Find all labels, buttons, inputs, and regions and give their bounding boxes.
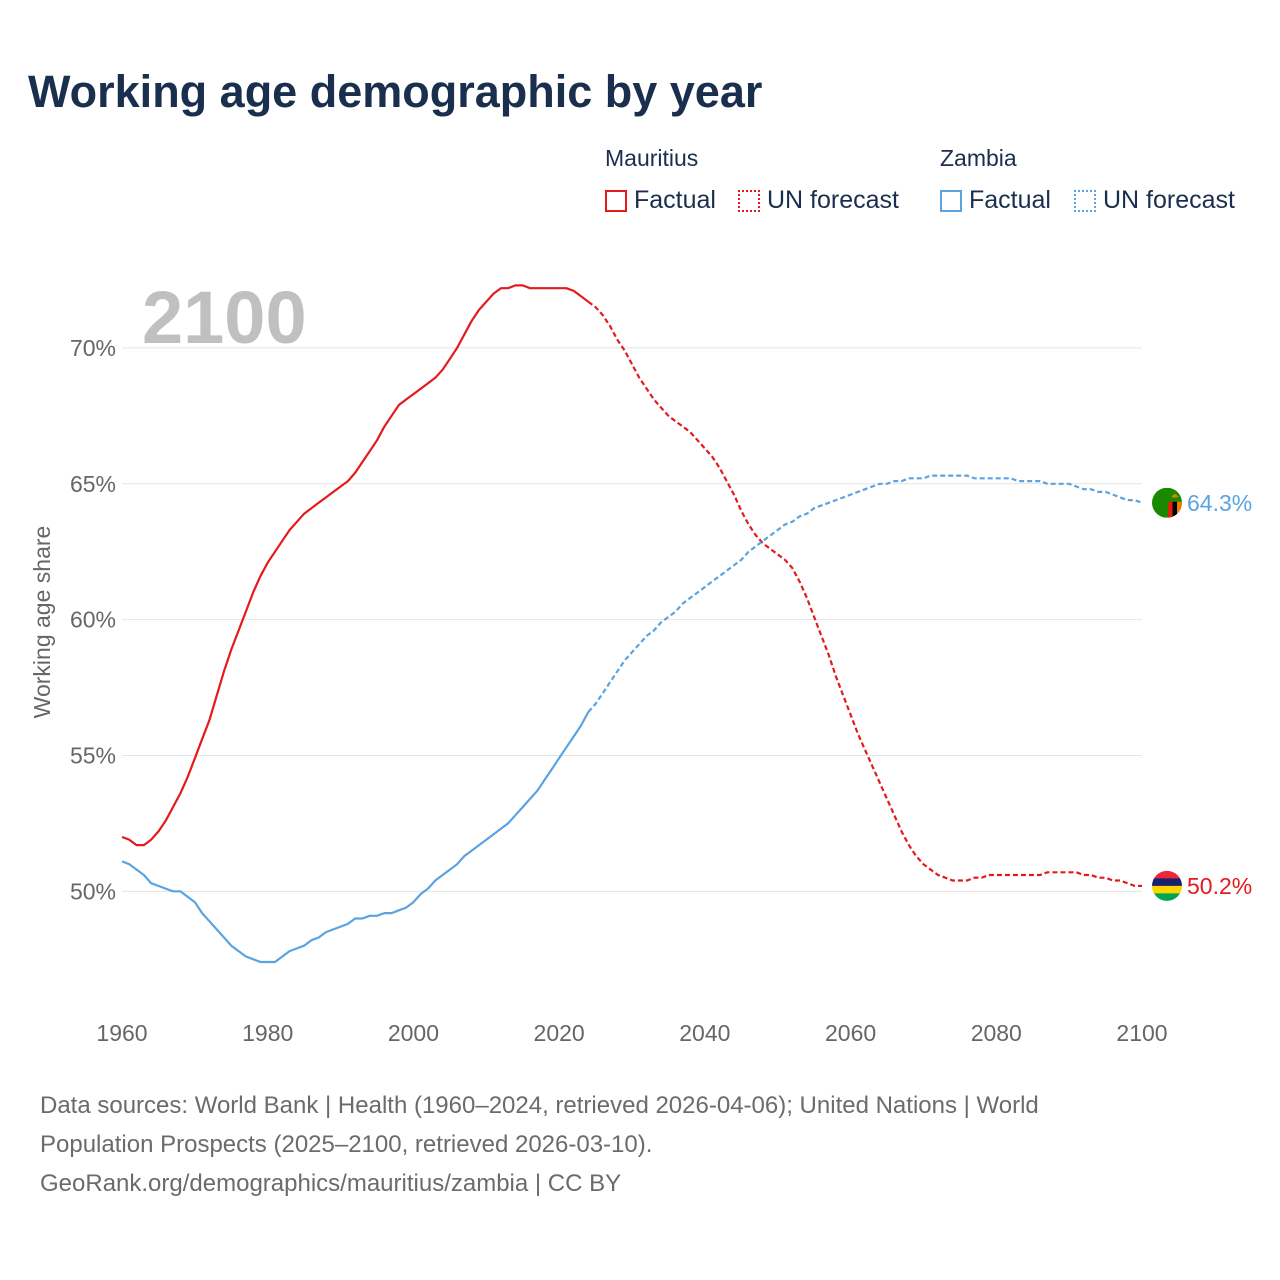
series-line-mauritius-factual[interactable] [121,284,589,847]
swatch-dotted-icon [1074,189,1096,212]
y-tick-label: 50% [70,878,116,904]
zambia-flag-icon [1152,487,1182,518]
swatch-dotted-icon [738,189,760,212]
footer: Data sources: World Bank | Health (1960–… [40,1086,1220,1203]
x-tick-label: 2020 [534,1020,585,1046]
x-tick-label: 1960 [96,1020,147,1046]
chart-title: Working age demographic by year [28,66,763,117]
legend-mauritius-factual[interactable]: Factual [605,186,716,215]
legend-zambia-forecast[interactable]: UN forecast [1074,186,1235,215]
legend-group-zambia: Zambia [940,145,1017,171]
y-tick-label: 60% [70,607,116,633]
swatch-solid-icon [940,189,962,212]
legend-label: Factual [969,186,1051,214]
gridlines [122,347,1142,892]
y-axis-label: Working age share [29,526,55,719]
series-line-zambia-forecast[interactable] [587,474,1143,713]
legend-label: UN forecast [1103,186,1235,214]
legend-group-mauritius: Mauritius [605,145,699,171]
end-value-label: 50.2% [1187,873,1252,899]
legend-label: UN forecast [767,186,899,214]
year-watermark: 2100 [142,276,307,359]
legend-label: Factual [634,186,716,214]
y-tick-label: 65% [70,471,116,497]
x-tick-label: 2060 [825,1020,876,1046]
mauritius-flag-icon [1152,870,1182,901]
series-line-zambia-factual[interactable] [121,711,590,964]
y-tick-label: 55% [70,742,116,768]
footer-attribution-link[interactable]: GeoRank.org/demographics/mauritius/zambi… [40,1170,622,1197]
x-tick-label: 1980 [242,1020,293,1046]
series-line-mauritius-forecast[interactable] [587,300,1142,887]
x-tick-label: 2100 [1116,1020,1167,1046]
swatch-solid-icon [605,189,627,212]
legend-zambia-factual[interactable]: Factual [940,186,1051,215]
series [121,284,1143,964]
x-tick-label: 2080 [971,1020,1022,1046]
y-tick-label: 70% [70,335,116,361]
end-markers: 50.2% 64.3% [1152,487,1252,901]
end-value-label: 64.3% [1187,490,1252,516]
x-tick-label: 2000 [388,1020,439,1046]
x-tick-label: 2040 [679,1020,730,1046]
footer-source-line1: Data sources: World Bank | Health (1960–… [40,1092,1039,1119]
legend-mauritius-forecast[interactable]: UN forecast [738,186,899,215]
axes: 50% 55% 60% 65% 70% 1960 1980 2000 2020 2040 2060 2… [29,335,1168,1046]
footer-source-line2: Population Prospects (2025–2100, retriev… [40,1131,653,1158]
